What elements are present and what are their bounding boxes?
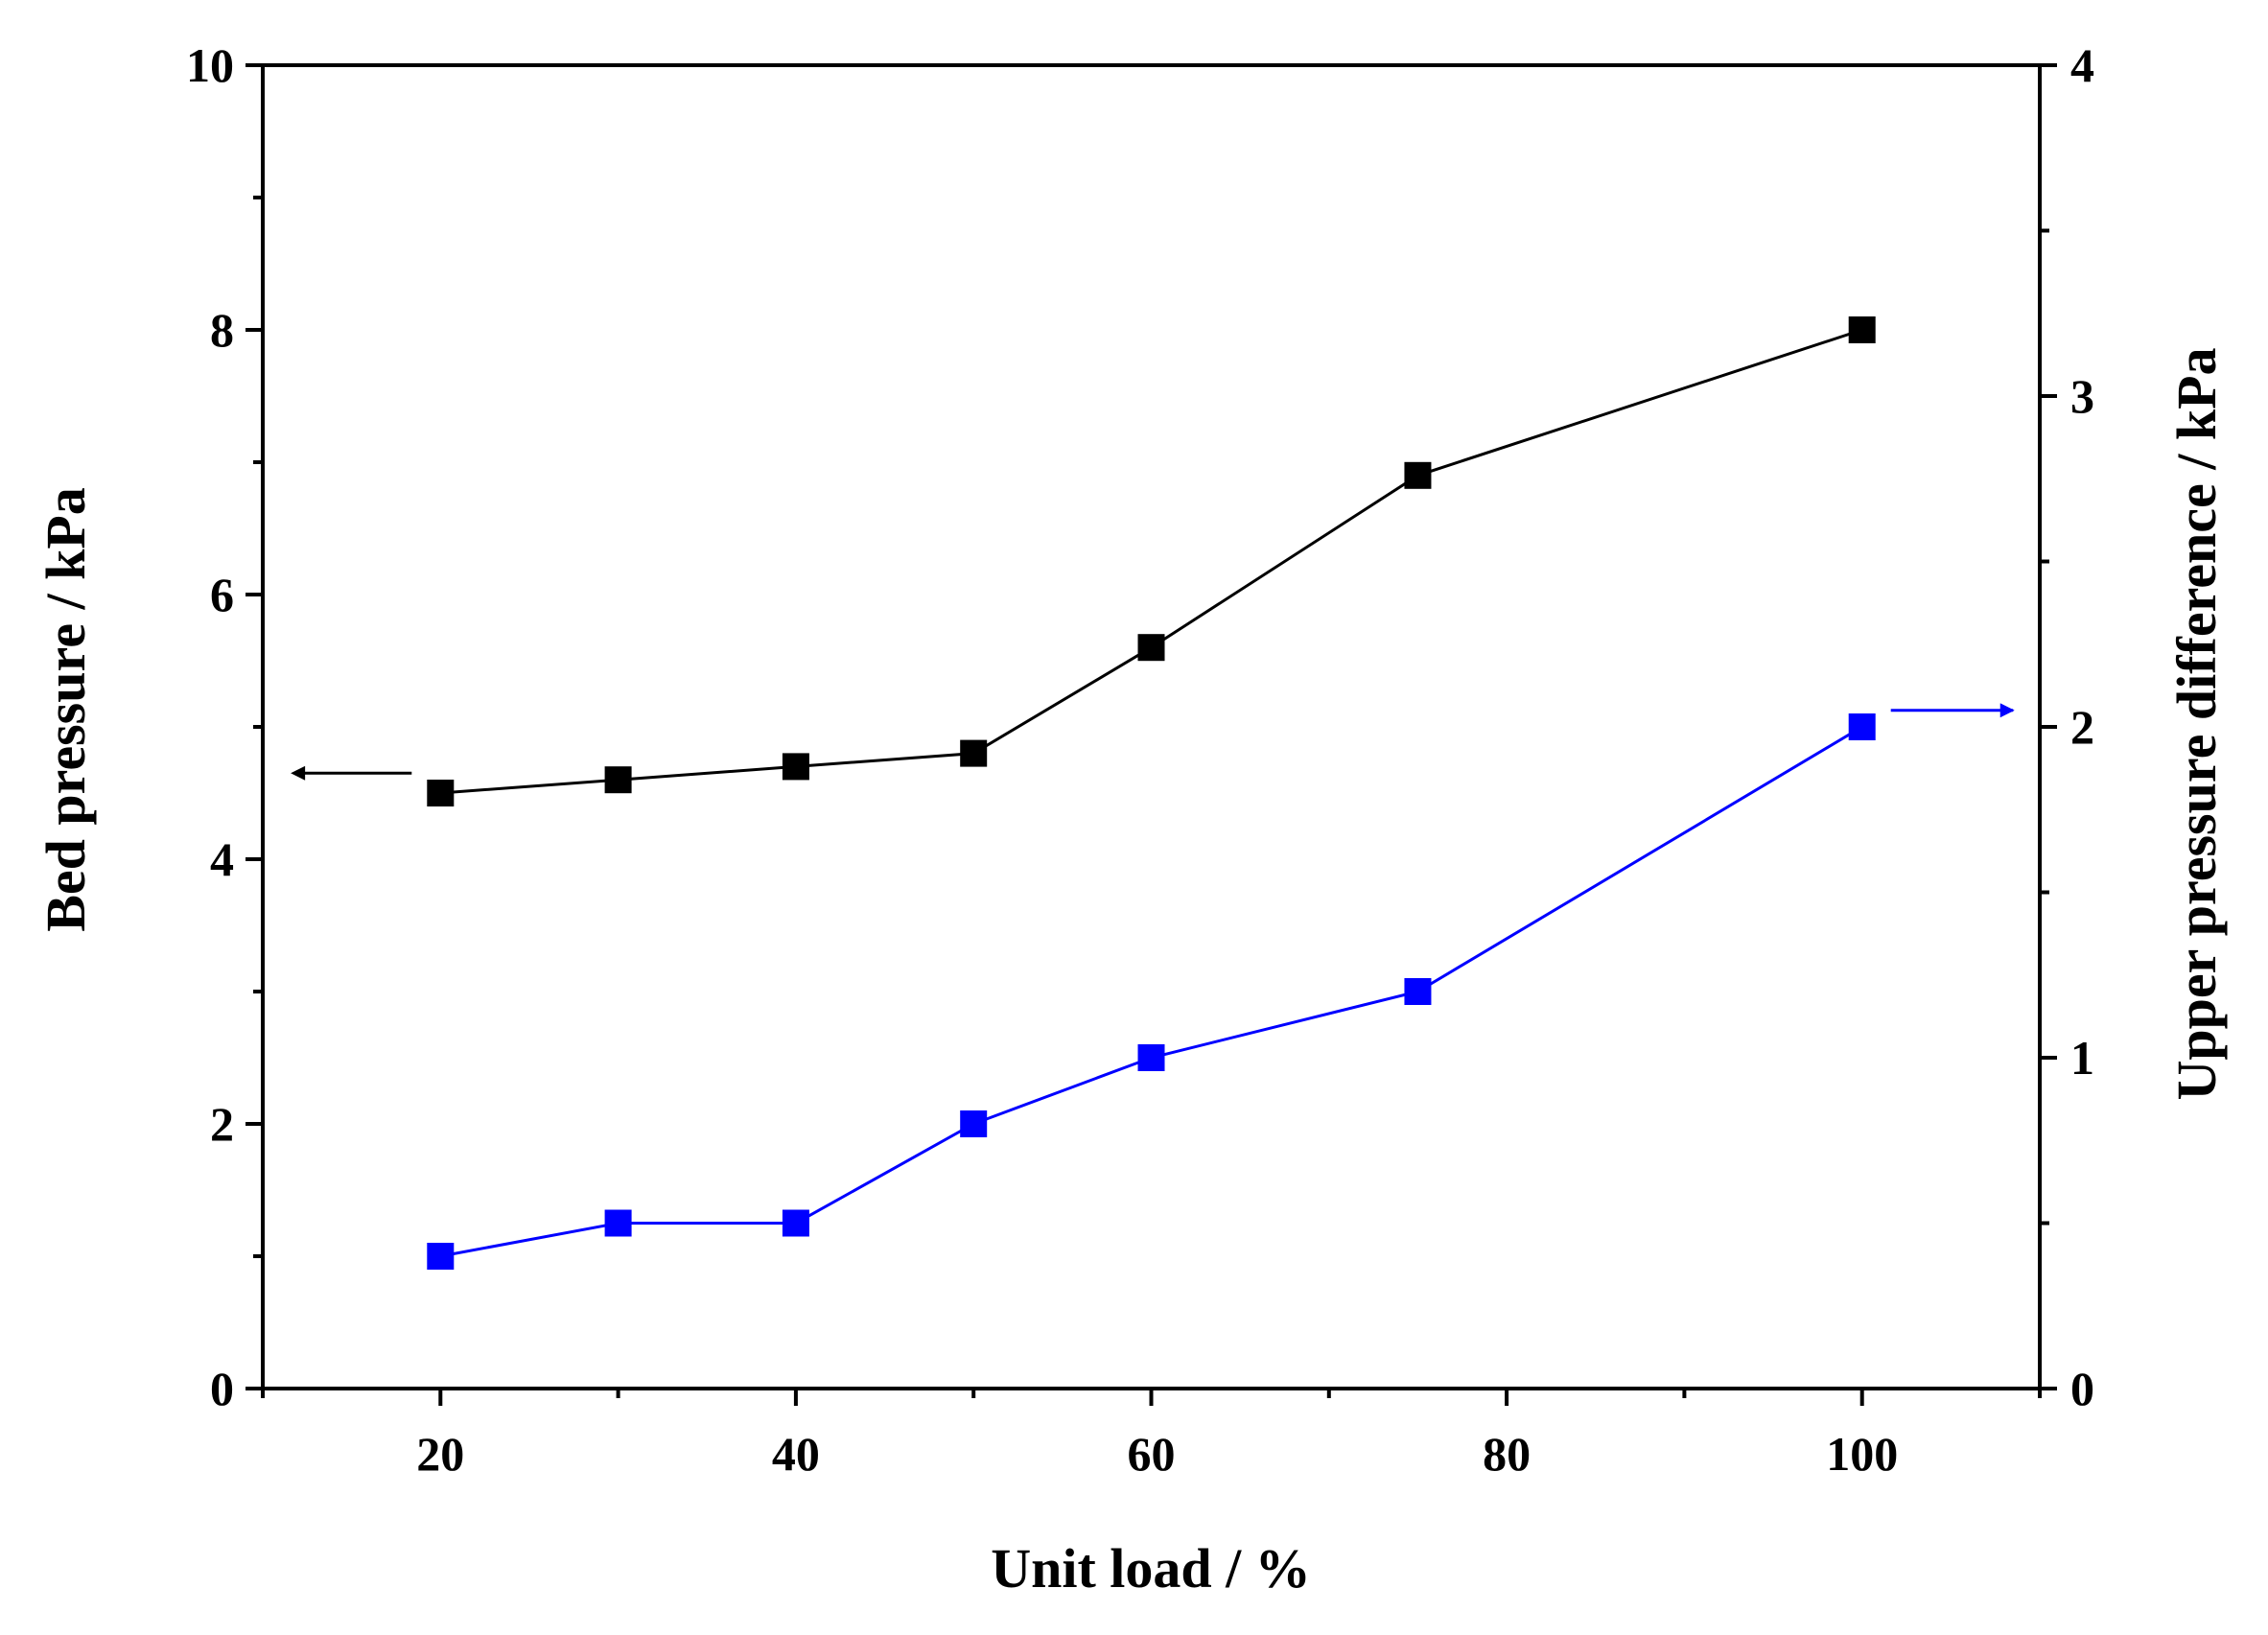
y2-tick-label: 3 — [2070, 369, 2094, 423]
x-tick-label: 80 — [1483, 1427, 1531, 1481]
bed-pressure-line — [440, 328, 1863, 795]
bed-pressure-marker — [1137, 634, 1165, 662]
series-layer — [291, 316, 2015, 1270]
y2-tick-label: 4 — [2070, 38, 2094, 92]
x-axis-title: Unit load / % — [991, 1537, 1311, 1600]
y-tick-label: 2 — [210, 1097, 234, 1151]
y-axis-title: Bed pressure / kPa — [35, 487, 97, 932]
x-tick-label: 100 — [1826, 1427, 1898, 1481]
y-tick-label: 8 — [210, 303, 234, 357]
bed-pressure-marker — [960, 739, 988, 767]
upper-pressure-difference-marker — [782, 1209, 809, 1237]
labels-layer: Unit load / % Bed pressure / kPa Upper p… — [35, 347, 2228, 1600]
upper-pressure-difference-marker — [427, 1243, 455, 1270]
y2-tick-label: 2 — [2070, 700, 2094, 754]
x-tick-label: 20 — [416, 1427, 464, 1481]
y-tick-label: 4 — [210, 832, 234, 886]
y-tick-label: 10 — [186, 38, 234, 92]
y-tick-label: 6 — [210, 568, 234, 621]
y2-axis-title: Upper pressure difference / kPa — [2165, 347, 2228, 1100]
bed-pressure-marker — [1848, 316, 1876, 343]
upper-pressure-difference-marker — [1404, 978, 1432, 1005]
bed-pressure-marker — [604, 766, 632, 794]
upper-pressure-difference-line — [440, 725, 1863, 1258]
upper-pressure-difference-marker — [1137, 1044, 1165, 1071]
y2-tick-label: 1 — [2070, 1031, 2094, 1085]
upper-pressure-difference-marker — [604, 1209, 632, 1237]
bed-pressure-marker — [1404, 461, 1432, 489]
x-tick-label: 60 — [1128, 1427, 1176, 1481]
bed-pressure-marker — [427, 780, 455, 806]
upper-pressure-difference-marker — [960, 1110, 988, 1137]
y-tick-label: 0 — [210, 1362, 234, 1415]
bed-pressure-marker — [782, 753, 809, 781]
upper-pressure-difference-marker — [1848, 713, 1876, 740]
x-tick-label: 40 — [772, 1427, 820, 1481]
y2-tick-label: 0 — [2070, 1362, 2094, 1415]
plot-frame — [261, 63, 2042, 1390]
